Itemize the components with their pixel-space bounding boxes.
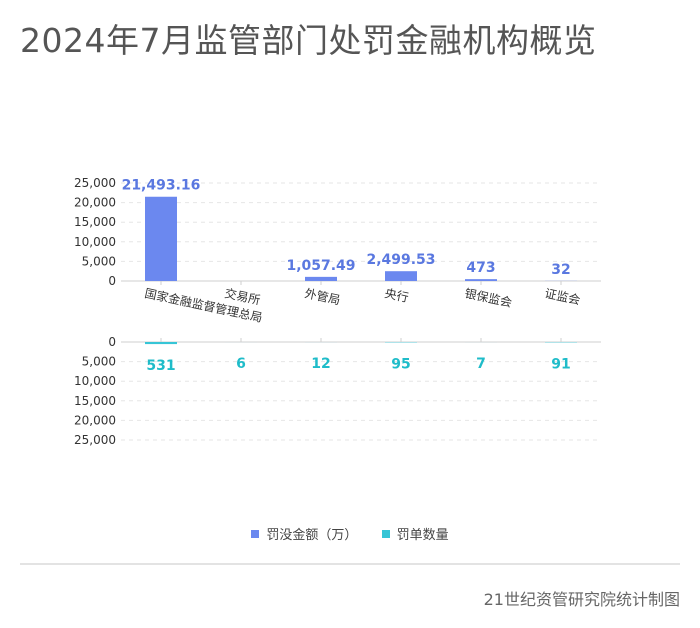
legend-label-fine: 罚没金额（万） [266, 528, 358, 543]
data-label-count: 12 [311, 356, 330, 372]
x-category-label: 央行 [383, 286, 409, 305]
x-category-label: 证监会 [543, 286, 581, 307]
bar-fine [465, 279, 497, 281]
legend-swatch-count [381, 529, 390, 538]
data-label-count: 7 [476, 356, 486, 372]
source-note: 21世纪资管研究院统计制图 [483, 590, 680, 609]
y-tick-label-top: 5,000 [82, 254, 116, 268]
y-tick-label-top: 10,000 [74, 235, 116, 249]
bar-fine [145, 196, 177, 281]
y-tick-label-top: 15,000 [74, 215, 116, 229]
y-tick-label-bottom: 0 [108, 335, 116, 349]
y-tick-label-top: 0 [108, 274, 116, 288]
y-tick-label-bottom: 10,000 [74, 374, 116, 388]
data-label-fine: 32 [551, 262, 570, 278]
x-category-label: 外管局 [303, 285, 341, 307]
x-category-label: 交易所 [223, 285, 261, 307]
legend-label-count: 罚单数量 [396, 528, 449, 543]
data-label-fine: 2,499.53 [366, 252, 435, 268]
data-label-count: 6 [236, 356, 246, 372]
data-label-count: 91 [551, 356, 570, 372]
y-tick-label-top: 20,000 [74, 196, 116, 210]
data-label-fine: 1,057.49 [286, 258, 355, 274]
data-label-fine: 21,493.16 [122, 178, 201, 194]
data-label-fine: 473 [466, 260, 495, 276]
data-label-count: 95 [391, 356, 410, 372]
y-tick-label-top: 25,000 [74, 176, 116, 190]
legend-item-fine[interactable]: 罚没金额（万） [251, 524, 357, 543]
y-tick-label-bottom: 15,000 [74, 394, 116, 408]
legend-item-count[interactable]: 罚单数量 [381, 524, 449, 543]
legend: 罚没金额（万） 罚单数量 [0, 524, 700, 543]
data-label-count: 531 [146, 358, 175, 374]
y-tick-label-bottom: 20,000 [74, 413, 116, 427]
bar-fine [305, 276, 337, 281]
legend-swatch-fine [251, 529, 260, 538]
footer-divider [20, 563, 680, 565]
bar-fine [385, 271, 417, 281]
y-tick-label-bottom: 25,000 [74, 433, 116, 447]
bar-count [145, 342, 177, 345]
y-tick-label-bottom: 5,000 [82, 355, 116, 369]
x-category-label: 银保监会 [463, 286, 513, 310]
chart-title: 2024年7月监管部门处罚金融机构概览 [20, 21, 597, 60]
